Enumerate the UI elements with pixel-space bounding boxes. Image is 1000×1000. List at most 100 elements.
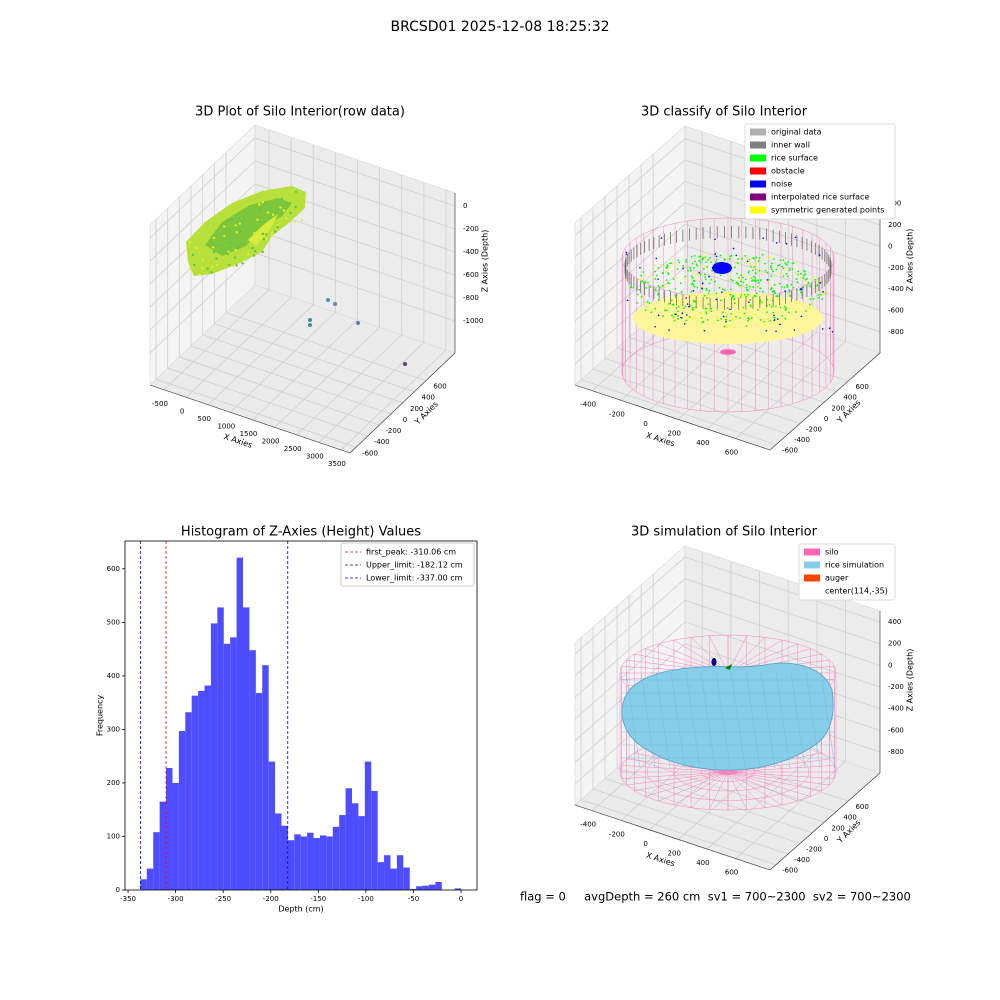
surface-dot: [737, 258, 740, 260]
noise-dot: [822, 290, 824, 293]
cloud-dot: [264, 225, 268, 228]
noise-dot: [675, 313, 677, 316]
legend-label: Lower_limit: -337.00 cm: [366, 574, 463, 583]
noise-dot: [668, 329, 670, 331]
surface-dot: [795, 263, 798, 265]
tick-label: 3500: [328, 460, 346, 468]
surface-dot: [699, 261, 702, 264]
noise-dot: [655, 257, 658, 260]
tick-label: -600: [463, 271, 479, 279]
surface-dot: [775, 295, 778, 298]
surface-dot: [709, 256, 711, 259]
surface-dot: [821, 298, 824, 300]
surface-dot: [733, 302, 736, 305]
tick-label: 500: [198, 415, 211, 423]
surface-dot: [685, 319, 688, 322]
surface-dot: [797, 270, 800, 273]
surface-dot: [705, 261, 707, 263]
surface-dot: [804, 278, 807, 281]
noise-dot: [831, 331, 834, 333]
legend-label: noise: [771, 180, 792, 189]
bar: [204, 685, 211, 890]
surface-dot: [710, 310, 713, 313]
surface-dot: [719, 274, 722, 277]
surface-dot: [735, 315, 737, 318]
axis-line: [769, 352, 881, 451]
surface-dot: [654, 270, 656, 273]
surface-dot: [819, 293, 822, 296]
surface-dot: [689, 304, 692, 307]
bar: [307, 832, 314, 890]
surface-dot: [773, 316, 776, 319]
surface-dot: [708, 282, 711, 285]
surface-dot: [772, 321, 775, 324]
legend-swatch: [750, 141, 766, 149]
tick-label: 0: [888, 661, 892, 669]
surface-dot: [742, 281, 745, 284]
legend-swatch: [804, 561, 820, 569]
surface-dot: [817, 277, 820, 280]
surface-dot: [677, 314, 679, 317]
surface-dot: [649, 286, 652, 288]
surface-dot: [641, 280, 644, 282]
surface-dot: [665, 279, 668, 282]
surface-dot: [741, 313, 744, 316]
noise-dot: [698, 271, 701, 274]
surface-dot: [676, 268, 679, 271]
bar: [390, 868, 397, 890]
legend-label: Upper_limit: -182.12 cm: [366, 561, 463, 570]
tick-label: 0: [643, 840, 647, 848]
surface-dot: [640, 274, 643, 277]
y-tick-label: 400: [107, 672, 120, 680]
cloud-dot: [230, 218, 234, 221]
surface-dot: [788, 289, 791, 292]
surface-dot: [748, 318, 751, 321]
bar: [339, 815, 346, 890]
surface-dot: [705, 289, 708, 291]
surface-dot: [666, 264, 669, 267]
surface-dot: [698, 259, 701, 262]
cloud-dot: [264, 237, 268, 240]
surface-dot: [743, 274, 746, 276]
noise-dot: [775, 242, 778, 244]
cloud-dot: [270, 231, 274, 234]
noise-dot: [773, 319, 776, 322]
cloud-dot: [262, 237, 266, 241]
surface-dot: [799, 289, 802, 292]
surface-mesh: [670, 671, 686, 769]
tick-label: -1000: [463, 317, 483, 325]
surface-dot: [699, 273, 702, 276]
surface-dot: [791, 262, 794, 265]
surface-dot: [768, 255, 771, 258]
bar: [275, 813, 282, 890]
surface-mesh: [820, 671, 836, 769]
surface-dot: [691, 277, 694, 280]
surface-dot: [688, 315, 691, 318]
surface-dot: [771, 262, 773, 265]
surface-dot: [747, 319, 749, 322]
surface-dot: [745, 286, 748, 289]
y-tick-label: 600: [107, 565, 120, 573]
z-axis-label: Z Axies (Depth): [906, 649, 915, 712]
surface-dot: [774, 274, 777, 276]
y-axis-label: Frequency: [96, 695, 105, 737]
surface-dot: [788, 311, 790, 314]
noise-dot: [714, 253, 717, 255]
tick-label: 0: [180, 407, 184, 415]
surface-dot: [667, 272, 669, 274]
surface-dot: [738, 277, 740, 279]
noise-dot: [828, 327, 831, 330]
surface-dot: [758, 270, 761, 272]
surface-dot: [679, 303, 682, 306]
tick-label: -400: [888, 705, 904, 713]
cloud-dot: [251, 246, 254, 250]
surface-dot: [690, 269, 692, 272]
bar: [243, 607, 250, 890]
surface-dot: [806, 278, 809, 280]
grid-line: [574, 180, 881, 279]
cloud-dot: [280, 197, 284, 201]
outlier-dot: [326, 298, 330, 302]
noise-dot: [680, 316, 682, 319]
cloud-dot: [241, 262, 244, 265]
surface-dot: [769, 256, 772, 259]
